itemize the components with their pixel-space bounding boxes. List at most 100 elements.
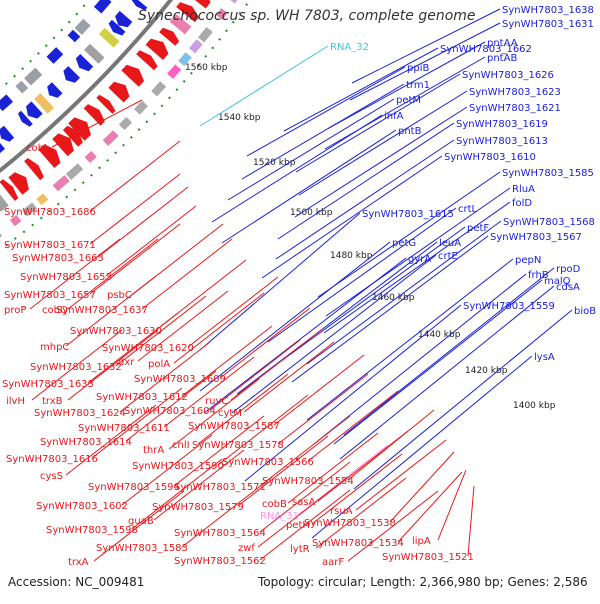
label-leader-line [246,66,406,157]
gene-label-left: SynWH7803_1587 [188,421,280,432]
kbp-tick-label: 1420 kbp [465,366,508,376]
gene-label-left: ruvC [205,396,228,407]
inner-track-block [67,29,81,43]
gene-label-left: sasA [292,497,316,508]
gene-label-left: SynWH7803_1566 [222,457,314,468]
forward-gene-arrow [24,158,44,181]
label-leader-line [219,307,311,379]
label-leader-line [65,404,157,476]
gene-label-right: lysA [534,352,555,363]
gene-label-left: rsuA [330,506,353,517]
outer-track-block [151,81,167,97]
map-title: Synechococcus sp. WH 7803, complete geno… [138,8,476,24]
label-leader-line [181,325,273,397]
gene-label-left: proP [4,305,26,316]
label-leader-line [163,356,255,428]
gene-label-left: SynWH7803_1637 [56,305,148,316]
gene-label-right: SynWH7803_1610 [444,152,536,163]
outer-track-block [65,163,84,180]
outer-track-block [178,52,192,67]
gene-label-left: SynWH7803_1616 [6,454,98,465]
gene-label-left: cysS [40,471,63,482]
gene-label-right: RluA [512,184,535,195]
label-leader-line [283,47,439,132]
gene-label-right: crtE [438,251,458,262]
label-leader-line [173,292,265,364]
inner-track-block [24,67,43,86]
gene-label-left: SynWH7803_1594 [88,482,180,493]
gene-label-left: SynWH7803_1579 [152,502,244,513]
label-leader-line [339,285,555,460]
feature-block [84,43,105,64]
inner-track-block [0,94,14,112]
kbp-tick-label: 1560 kbp [185,63,228,73]
label-leader-line [31,329,123,401]
gene-label-left: SynWH7803_1534 [312,538,404,549]
gene-label-right: SynWH7803_1613 [456,136,548,147]
gene-label-right: gyrA [408,254,431,265]
gene-label-right: pepN [515,255,541,266]
gene-label-left: psbC [107,290,132,301]
label-leader-line [115,295,207,367]
reverse-gene-arrow [0,125,15,142]
outer-track-block [189,39,203,54]
label-leader-line [173,415,265,487]
label-leader-line [259,489,351,561]
label-leader-line [93,490,185,562]
gene-label-left: SynWH7803_1657 [4,290,96,301]
label-leader-line [306,220,502,365]
label-leader-line [272,226,466,368]
label-leader-line [197,373,289,445]
label-leader-line [237,435,329,507]
label-leader-line [294,106,468,218]
kbp-tick-label: 1480 kbp [330,251,373,261]
outer-track-block [198,26,213,43]
label-leader-line [137,290,229,362]
label-leader-line [307,390,399,462]
gene-label-right: petG [392,238,416,249]
gene-label-left: SynWH7803_1612 [96,392,188,403]
label-leader-line [211,114,383,223]
gene-label-left: lytR [290,544,310,555]
gene-label-left: SynWH7803_1632 [30,362,122,373]
forward-gene-arrow [159,27,180,46]
gene-label-left: cytM [218,408,242,419]
gene-label-right: crtL [458,204,478,215]
gene-label-right: pntAB [487,53,517,64]
label-leader-line [91,387,183,459]
gene-label-left: lipA [412,536,431,547]
label-leader-line [317,171,501,298]
label-leader-line [87,312,179,384]
gene-label-right: leuA [439,238,461,249]
reverse-gene-arrow [108,19,126,36]
label-leader-line [313,273,527,445]
gene-label-right: folD [512,198,532,209]
label-leader-line [343,267,555,436]
feature-block [169,13,192,35]
label-leader-line [65,275,157,347]
label-leader-line [236,241,438,395]
gene-label-left: SynWH7803_1602 [36,501,128,512]
gene-label-right: SynWH7803_1619 [456,119,548,130]
kbp-tick-label: 1440 kbp [418,330,461,340]
label-leader-line [51,99,143,148]
gene-label-left: SynWH7803_1554 [262,476,354,487]
label-leader-line [323,201,511,334]
label-leader-line [125,370,217,442]
gene-label-left: cobL [26,143,50,154]
gene-label-right: SynWH7803_1626 [462,70,554,81]
gene-label-right: malQ [544,276,571,287]
outer-track-block [215,8,228,20]
gene-label-left: trxB [42,396,63,407]
outer-track-block [134,100,148,115]
label-leader-line [325,187,511,317]
gene-label-right: pntAA [487,38,518,49]
gene-label-right: petF [467,223,489,234]
feature-block [98,27,120,48]
gene-label-left: SynWH7803_1578 [192,440,284,451]
reverse-gene-arrow [63,66,80,83]
gene-label-left: SynWH7803_1583 [96,543,188,554]
label-leader-line [217,394,309,466]
label-leader-line [199,45,329,127]
